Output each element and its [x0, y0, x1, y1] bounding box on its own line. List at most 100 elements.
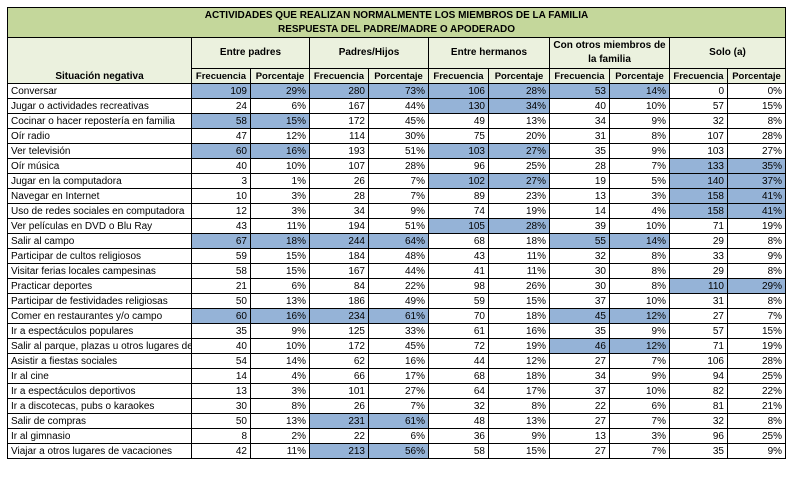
group-header-entre-padres: Entre padres	[191, 37, 310, 69]
frequency-cell: 62	[309, 353, 369, 369]
percentage-cell: 15%	[488, 443, 550, 459]
percentage-cell: 13%	[250, 413, 310, 429]
table-row: Asistir a fiestas sociales 54 14% 62 16% 44 12…	[7, 353, 787, 369]
frequency-cell: 81	[669, 398, 728, 414]
frequency-cell: 167	[309, 98, 369, 114]
frequency-cell: 28	[309, 188, 369, 204]
percentage-cell: 29%	[726, 278, 787, 294]
percentage-cell: 30%	[368, 128, 429, 144]
column-header-frecuencia: Frecuencia	[309, 68, 369, 84]
row-label: Ir a espectáculos populares	[7, 323, 192, 339]
percentage-cell: 37%	[726, 173, 787, 189]
percentage-cell: 18%	[250, 233, 310, 249]
frequency-cell: 102	[428, 173, 489, 189]
frequency-cell: 114	[309, 128, 369, 144]
frequency-cell: 37	[549, 293, 610, 309]
percentage-cell: 8%	[726, 113, 787, 129]
frequency-cell: 24	[191, 98, 251, 114]
table-row: Oír música 40 10% 107 28% 96 25% 28 7% 133 35%	[7, 158, 787, 174]
frequency-cell: 31	[669, 293, 728, 309]
row-label: Ir al gimnasio	[7, 428, 192, 444]
percentage-cell: 10%	[609, 98, 670, 114]
frequency-cell: 68	[428, 233, 489, 249]
frequency-cell: 158	[669, 203, 728, 219]
frequency-cell: 34	[309, 203, 369, 219]
percentage-cell: 8%	[726, 233, 787, 249]
percentage-cell: 45%	[368, 338, 429, 354]
frequency-cell: 70	[428, 308, 489, 324]
percentage-cell: 34%	[488, 98, 550, 114]
group-header-solo: Solo (a)	[668, 37, 787, 69]
percentage-cell: 56%	[368, 443, 429, 459]
frequency-cell: 13	[191, 383, 251, 399]
percentage-cell: 28%	[726, 353, 787, 369]
frequency-cell: 106	[669, 353, 728, 369]
frequency-cell: 107	[309, 158, 369, 174]
frequency-cell: 37	[549, 383, 610, 399]
frequency-cell: 280	[309, 83, 369, 99]
frequency-cell: 101	[309, 383, 369, 399]
percentage-cell: 11%	[488, 248, 550, 264]
row-label: Jugar en la computadora	[7, 173, 192, 189]
percentage-cell: 23%	[488, 188, 550, 204]
percentage-cell: 22%	[368, 278, 429, 294]
row-label: Viajar a otros lugares de vacaciones	[7, 443, 192, 459]
percentage-cell: 49%	[368, 293, 429, 309]
frequency-cell: 43	[428, 248, 489, 264]
percentage-cell: 61%	[368, 308, 429, 324]
percentage-cell: 5%	[609, 173, 670, 189]
percentage-cell: 4%	[250, 368, 310, 384]
frequency-cell: 133	[669, 158, 728, 174]
frequency-cell: 68	[428, 368, 489, 384]
percentage-cell: 2%	[250, 428, 310, 444]
frequency-cell: 59	[191, 248, 251, 264]
frequency-cell: 71	[669, 338, 728, 354]
percentage-cell: 25%	[488, 158, 550, 174]
percentage-cell: 51%	[368, 218, 429, 234]
percentage-cell: 45%	[368, 113, 429, 129]
percentage-cell: 9%	[609, 113, 670, 129]
frequency-cell: 60	[191, 308, 251, 324]
percentage-cell: 18%	[488, 308, 550, 324]
table-row: Participar de festividades religiosas 50 1…	[7, 293, 787, 309]
table-row: Salir al parque, plazas u otros lugares …	[7, 338, 787, 354]
percentage-cell: 12%	[488, 353, 550, 369]
column-header-frecuencia: Frecuencia	[669, 68, 728, 84]
frequency-cell: 50	[191, 293, 251, 309]
percentage-cell: 9%	[609, 143, 670, 159]
table-container: ACTIVIDADES QUE REALIZAN NORMALMENTE LOS…	[6, 7, 787, 459]
percentage-cell: 11%	[250, 218, 310, 234]
table-title-line1: ACTIVIDADES QUE REALIZAN NORMALMENTE LOS…	[6, 7, 787, 23]
percentage-cell: 28%	[488, 218, 550, 234]
percentage-cell: 4%	[609, 203, 670, 219]
percentage-cell: 8%	[609, 248, 670, 264]
row-label: Conversar	[7, 83, 192, 99]
percentage-cell: 10%	[250, 158, 310, 174]
percentage-cell: 14%	[609, 233, 670, 249]
frequency-cell: 13	[549, 428, 610, 444]
frequency-cell: 21	[191, 278, 251, 294]
percentage-cell: 20%	[488, 128, 550, 144]
percentage-cell: 14%	[609, 83, 670, 99]
percentage-cell: 13%	[488, 413, 550, 429]
frequency-cell: 82	[669, 383, 728, 399]
percentage-cell: 11%	[250, 443, 310, 459]
row-label: Asistir a fiestas sociales	[7, 353, 192, 369]
row-label: Salir al campo	[7, 233, 192, 249]
frequency-cell: 61	[428, 323, 489, 339]
percentage-cell: 61%	[368, 413, 429, 429]
frequency-cell: 64	[428, 383, 489, 399]
row-label: Ir a espectáculos deportivos	[7, 383, 192, 399]
percentage-cell: 10%	[609, 383, 670, 399]
percentage-cell: 15%	[726, 98, 787, 114]
row-label: Cocinar o hacer repostería en familia	[7, 113, 192, 129]
frequency-cell: 46	[549, 338, 610, 354]
percentage-cell: 12%	[250, 128, 310, 144]
row-label: Ver películas en DVD o Blu Ray	[7, 218, 192, 234]
percentage-cell: 7%	[726, 308, 787, 324]
frequency-cell: 13	[549, 188, 610, 204]
row-label: Ir al cine	[7, 368, 192, 384]
percentage-cell: 7%	[368, 188, 429, 204]
frequency-cell: 29	[669, 263, 728, 279]
row-label: Visitar ferias locales campesinas	[7, 263, 192, 279]
